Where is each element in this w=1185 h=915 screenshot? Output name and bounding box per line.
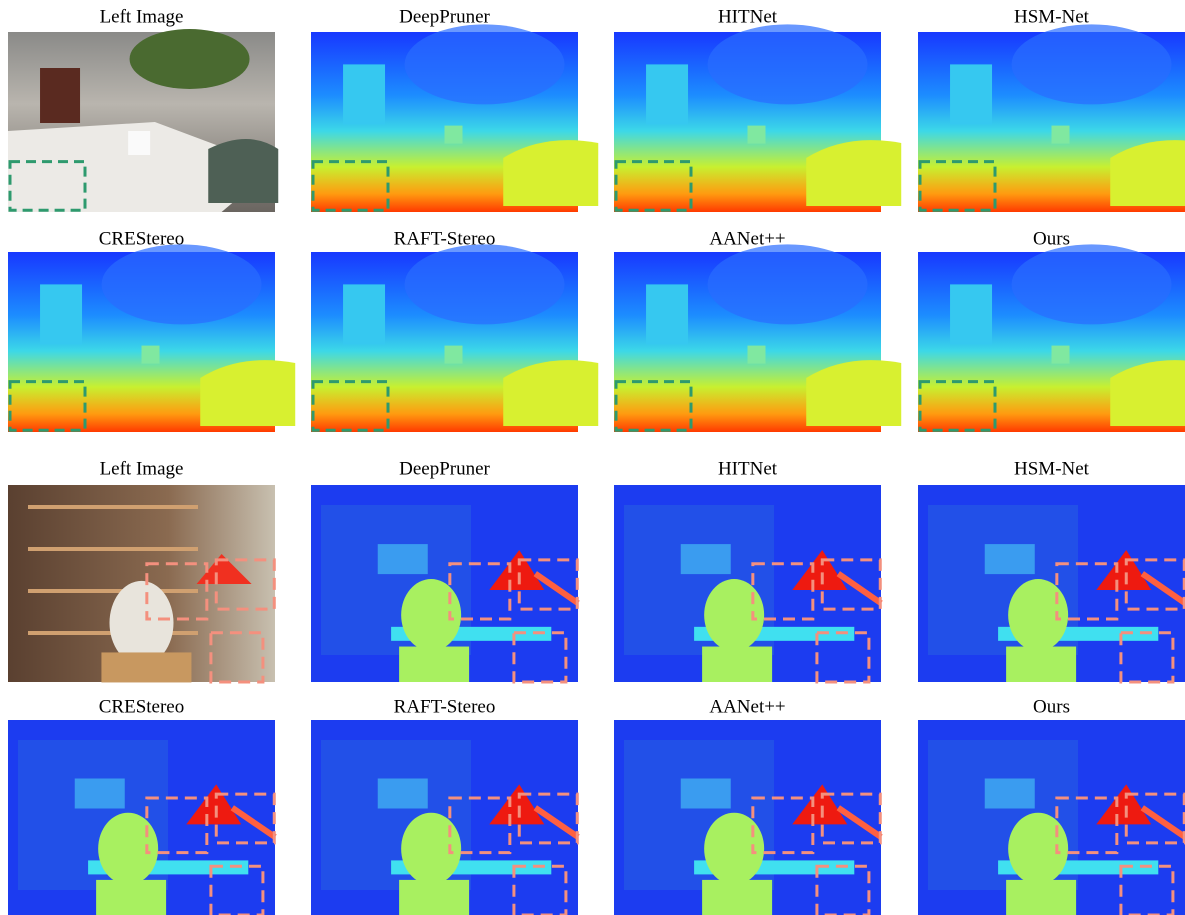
mug [1052,126,1070,144]
panel-label: HITNet [718,6,778,27]
panel-image [614,485,881,682]
bust-base [1006,647,1076,682]
panel-label: DeepPruner [399,458,490,479]
plant [1012,24,1172,104]
panel-image [311,244,598,432]
bust-base [399,880,469,915]
bust-base [702,880,772,915]
figure: Left Image DeepPruner HITNet HSM-Net CRESter… [0,0,1185,915]
panel-image [8,485,275,682]
bust [110,581,174,665]
panel-image [311,24,598,212]
bust-base [1006,880,1076,915]
panel-image [311,720,578,915]
panel-image [918,244,1185,432]
mug [445,346,463,364]
mug [445,126,463,144]
panel-image [614,24,901,212]
box [40,284,82,344]
shelf [28,547,198,551]
panel-label: CREStereo [99,696,185,717]
mug [128,131,150,155]
plant [1012,244,1172,324]
panel-label: HSM-Net [1014,458,1090,479]
crate [101,652,191,682]
shelf [28,589,198,593]
bust-head [704,579,764,651]
plant [708,244,868,324]
camera [985,544,1035,574]
bust-base [702,647,772,682]
bust-head [704,813,764,885]
mug [748,346,766,364]
panel-label: AANet++ [709,696,785,717]
mug [748,126,766,144]
bust-head [1008,579,1068,651]
panel-image [8,244,295,432]
panel-image [311,485,578,682]
panel-image [8,29,278,212]
shelf [28,505,198,509]
panel-label: HSM-Net [1014,6,1090,27]
mug [1052,346,1070,364]
panel-label: Left Image [100,458,184,479]
box [343,284,385,344]
bust-head [401,813,461,885]
box [40,68,80,123]
box [646,284,688,344]
bust-head [1008,813,1068,885]
bust-head [401,579,461,651]
camera [378,544,428,574]
plant [102,244,262,324]
mug [142,346,160,364]
panel-label: Ours [1033,228,1070,249]
panel-image [614,244,901,432]
panel-label: RAFT-Stereo [394,696,496,717]
plant [130,29,250,89]
box [950,64,992,124]
panel-label: HITNet [718,458,778,479]
camera [681,779,731,809]
panel-label: DeepPruner [399,6,490,27]
plant [405,24,565,104]
panel-image [8,720,275,915]
bust-head [98,813,158,885]
panel-image [918,720,1185,915]
camera [378,779,428,809]
panel-label: Ours [1033,696,1070,717]
plant [405,244,565,324]
camera [681,544,731,574]
camera [75,779,125,809]
bust-base [399,647,469,682]
box [646,64,688,124]
box [950,284,992,344]
panel-label: Left Image [100,6,184,27]
plant [708,24,868,104]
box [343,64,385,124]
panel-image [614,720,881,915]
bust-base [96,880,166,915]
chair [208,139,278,203]
panel-image [918,485,1185,682]
camera [985,779,1035,809]
panel-image [918,24,1185,212]
